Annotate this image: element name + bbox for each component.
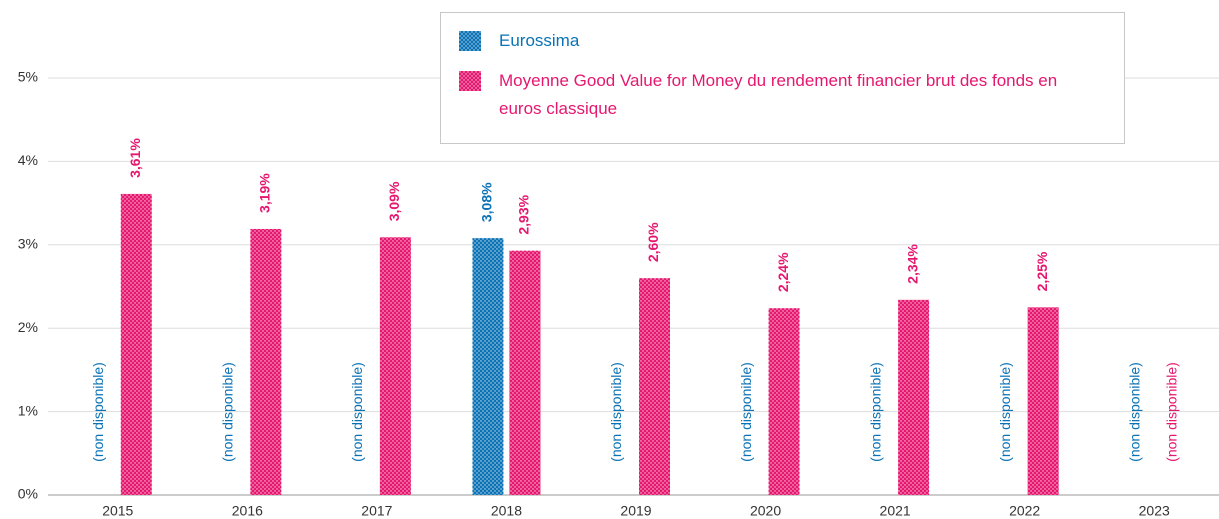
bar [768, 308, 800, 495]
bar [1027, 307, 1059, 495]
x-tick-label: 2016 [232, 503, 263, 519]
legend: Eurossima Moyenne Good Value for Money du… [440, 12, 1125, 144]
y-tick-label: 3% [18, 236, 38, 252]
x-tick-label: 2022 [1009, 503, 1040, 519]
x-tick-label: 2019 [620, 503, 651, 519]
value-label: 2,34% [904, 244, 920, 284]
bar [639, 278, 670, 495]
bar [509, 250, 541, 495]
y-tick-label: 5% [18, 69, 38, 85]
missing-label: (non disponible) [220, 362, 236, 462]
x-tick-label: 2015 [102, 503, 133, 519]
value-label: 2,60% [645, 222, 661, 262]
missing-label: (non disponible) [349, 362, 365, 462]
y-tick-label: 2% [18, 319, 38, 335]
missing-label: (non disponible) [1126, 362, 1142, 462]
value-label: 3,08% [479, 182, 495, 222]
legend-label: Moyenne Good Value for Money du rendemen… [499, 71, 1058, 118]
value-label: 2,25% [1034, 251, 1050, 291]
value-label: 2,93% [516, 194, 532, 234]
x-tick-label: 2020 [750, 503, 781, 519]
missing-label: (non disponible) [90, 362, 106, 462]
value-label: 3,19% [257, 173, 273, 213]
bar [898, 299, 930, 495]
missing-label: (non disponible) [608, 362, 624, 462]
legend-entry: Eurossima [459, 27, 1104, 55]
legend-swatch [459, 31, 481, 51]
bar [472, 238, 504, 496]
value-label: 3,09% [386, 181, 402, 221]
value-label: 3,61% [127, 138, 143, 178]
bar [120, 193, 152, 495]
x-tick-label: 2023 [1139, 503, 1170, 519]
bar [250, 228, 282, 496]
y-tick-label: 4% [18, 152, 38, 168]
x-tick-label: 2021 [880, 503, 911, 519]
missing-label: (non disponible) [867, 362, 883, 462]
y-tick-label: 1% [18, 402, 38, 418]
x-tick-label: 2018 [491, 503, 522, 519]
missing-label: (non disponible) [1163, 362, 1179, 462]
bar [379, 237, 411, 495]
legend-label: Eurossima [499, 31, 580, 50]
missing-label: (non disponible) [997, 362, 1013, 462]
x-tick-label: 2017 [361, 503, 392, 519]
value-label: 2,24% [775, 252, 791, 292]
legend-swatch [459, 71, 481, 91]
legend-entry: Moyenne Good Value for Money du rendemen… [459, 67, 1104, 123]
y-tick-label: 0% [18, 486, 38, 502]
missing-label: (non disponible) [738, 362, 754, 462]
